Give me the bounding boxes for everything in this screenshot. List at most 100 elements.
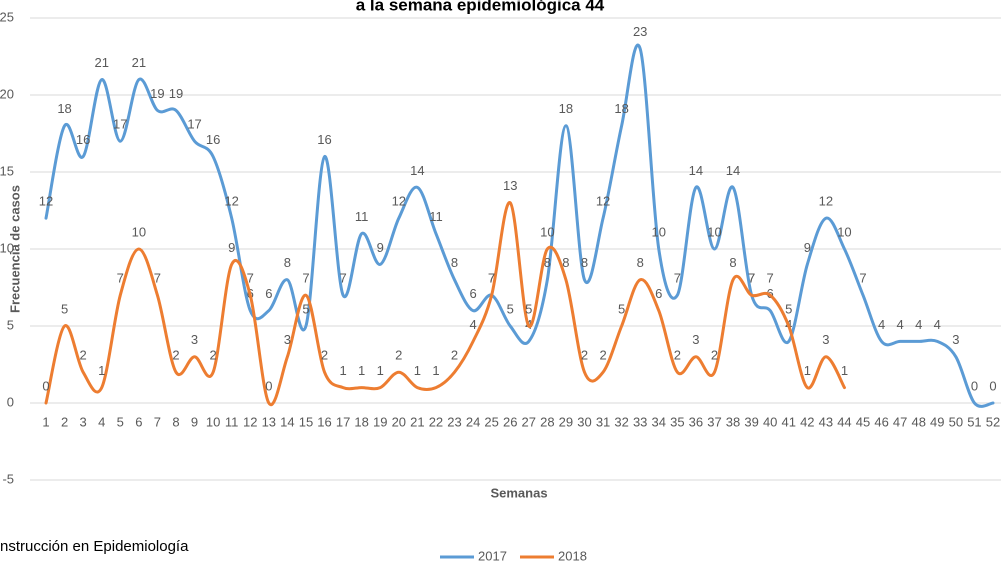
data-label: 11 xyxy=(429,209,443,224)
data-label: 12 xyxy=(596,194,610,209)
x-tick-label: 36 xyxy=(689,414,703,429)
data-label: 0 xyxy=(42,378,49,393)
data-label: 5 xyxy=(61,301,68,316)
data-label: 7 xyxy=(302,271,309,286)
data-label: 3 xyxy=(822,332,829,347)
data-label: 8 xyxy=(637,255,644,270)
data-label: 14 xyxy=(726,163,740,178)
y-tick-label: 25 xyxy=(0,9,14,24)
data-label: 2 xyxy=(80,348,87,363)
x-tick-label: 9 xyxy=(191,414,198,429)
data-label: 1 xyxy=(432,363,439,378)
x-tick-label: 34 xyxy=(652,414,666,429)
data-label: 18 xyxy=(559,101,573,116)
x-tick-label: 23 xyxy=(447,414,461,429)
data-label: 0 xyxy=(971,378,978,393)
data-label: 10 xyxy=(540,224,554,239)
data-label: 8 xyxy=(729,255,736,270)
data-label: 10 xyxy=(707,224,721,239)
x-tick-label: 3 xyxy=(80,414,87,429)
data-label: 7 xyxy=(859,271,866,286)
x-tick-label: 42 xyxy=(800,414,814,429)
source-note: nstrucción en Epidemiología xyxy=(0,538,189,555)
data-label: 5 xyxy=(302,301,309,316)
data-label: 14 xyxy=(410,163,424,178)
x-tick-label: 44 xyxy=(837,414,851,429)
data-label: 21 xyxy=(132,55,146,70)
data-label: 7 xyxy=(674,271,681,286)
x-tick-label: 47 xyxy=(893,414,907,429)
data-label: 16 xyxy=(317,132,331,147)
data-label: 19 xyxy=(169,86,183,101)
data-label: 5 xyxy=(507,301,514,316)
data-label: 10 xyxy=(652,224,666,239)
x-tick-label: 20 xyxy=(392,414,406,429)
x-tick-label: 14 xyxy=(280,414,294,429)
data-label: 5 xyxy=(785,301,792,316)
x-tick-label: 2 xyxy=(61,414,68,429)
y-tick-label: 5 xyxy=(7,317,14,332)
data-label: 1 xyxy=(414,363,421,378)
data-label: 13 xyxy=(503,178,517,193)
x-tick-label: 25 xyxy=(484,414,498,429)
x-tick-label: 11 xyxy=(225,414,239,429)
data-label: 9 xyxy=(804,240,811,255)
data-label: 18 xyxy=(614,101,628,116)
x-tick-label: 28 xyxy=(540,414,554,429)
data-label: 21 xyxy=(94,55,108,70)
data-label: 14 xyxy=(689,163,703,178)
y-tick-label: 10 xyxy=(0,240,14,255)
data-label: 3 xyxy=(284,332,291,347)
data-label: 9 xyxy=(377,240,384,255)
x-tick-label: 41 xyxy=(782,414,796,429)
x-tick-label: 52 xyxy=(986,414,1000,429)
x-tick-label: 30 xyxy=(577,414,591,429)
x-tick-label: 40 xyxy=(763,414,777,429)
x-tick-label: 50 xyxy=(949,414,963,429)
data-label: 2 xyxy=(321,348,328,363)
data-label: 12 xyxy=(392,194,406,209)
data-label: 8 xyxy=(451,255,458,270)
x-tick-label: 8 xyxy=(172,414,179,429)
data-label: 8 xyxy=(562,255,569,270)
data-label: 12 xyxy=(224,194,238,209)
x-tick-label: 32 xyxy=(614,414,628,429)
x-tick-label: 27 xyxy=(522,414,536,429)
x-tick-label: 24 xyxy=(466,414,480,429)
x-tick-label: 48 xyxy=(911,414,925,429)
y-tick-label: 15 xyxy=(0,163,14,178)
x-tick-label: 16 xyxy=(317,414,331,429)
data-label: 7 xyxy=(154,271,161,286)
data-label: 9 xyxy=(228,240,235,255)
x-tick-label: 13 xyxy=(262,414,276,429)
data-label: 12 xyxy=(819,194,833,209)
data-label: 4 xyxy=(897,317,904,332)
data-label: 12 xyxy=(39,194,53,209)
x-axis-title: Semanas xyxy=(490,485,547,500)
y-tick-label: 0 xyxy=(7,394,14,409)
data-label: 3 xyxy=(952,332,959,347)
x-tick-label: 7 xyxy=(154,414,161,429)
x-tick-label: 33 xyxy=(633,414,647,429)
data-label: 6 xyxy=(655,286,662,301)
data-label: 5 xyxy=(525,301,532,316)
data-label: 2 xyxy=(395,348,402,363)
x-tick-label: 51 xyxy=(967,414,981,429)
x-tick-label: 19 xyxy=(373,414,387,429)
data-label: 2 xyxy=(711,348,718,363)
data-label: 4 xyxy=(915,317,922,332)
y-tick-label: 20 xyxy=(0,86,14,101)
x-tick-label: 43 xyxy=(819,414,833,429)
data-label: 2 xyxy=(172,348,179,363)
data-label: 17 xyxy=(113,117,127,132)
x-tick-label: 6 xyxy=(135,414,142,429)
data-label: 8 xyxy=(284,255,291,270)
data-label: 19 xyxy=(150,86,164,101)
x-tick-label: 12 xyxy=(243,414,257,429)
data-label: 7 xyxy=(488,271,495,286)
data-label: 11 xyxy=(355,209,369,224)
data-label: 17 xyxy=(187,117,201,132)
x-tick-label: 21 xyxy=(410,414,424,429)
data-label: 3 xyxy=(191,332,198,347)
